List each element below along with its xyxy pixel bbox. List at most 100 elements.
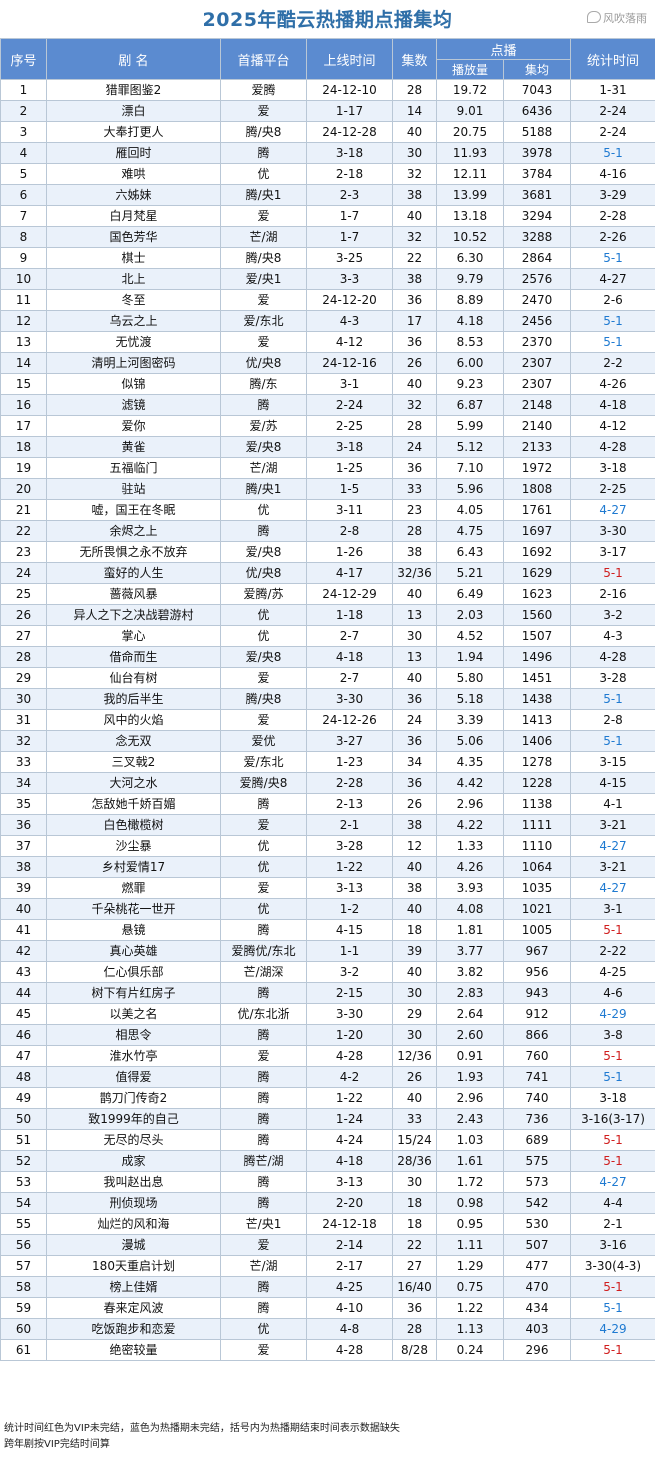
cell-date: 3-13: [306, 1171, 393, 1193]
cell-avg: 3294: [502, 205, 572, 227]
cell-name: 雁回时: [46, 142, 221, 164]
table-row: 9 棋士 腾/央8 3-25 22 6.30 2864 5-1: [0, 247, 655, 269]
cell-avg: 740: [502, 1087, 572, 1109]
cell-name: 白色橄榄树: [46, 814, 221, 836]
cell-total: 9.79: [436, 268, 504, 290]
cell-date: 2-7: [306, 625, 393, 647]
cell-name: 灿烂的风和海: [46, 1213, 221, 1235]
cell-stat: 5-1: [570, 1276, 655, 1298]
cell-total: 2.83: [436, 982, 504, 1004]
table-row: 7 白月梵星爱 1-7 40 13.18 3294 2-28: [0, 205, 655, 227]
cell-date: 2-13: [306, 793, 393, 815]
cell-date: 1-20: [306, 1024, 393, 1046]
cell-date: 3-2: [306, 961, 393, 983]
cell-total: 2.64: [436, 1003, 504, 1025]
cell-date: 1-25: [306, 457, 393, 479]
cell-stat: 5-1: [570, 1066, 655, 1088]
cell-name: 千朵桃花一世开: [46, 898, 221, 920]
cell-name: 相思令: [46, 1024, 221, 1046]
cell-platform: 芒/湖深: [220, 961, 307, 983]
table-row: 53 我叫赵出息腾 3-13 30 1.72 573 4-27: [0, 1171, 655, 1193]
cell-date: 1-7: [306, 226, 393, 248]
cell-total: 11.93: [436, 142, 504, 164]
cell-episodes: 36: [392, 772, 437, 794]
cell-rank: 57: [0, 1255, 47, 1277]
cell-avg: 1451: [502, 667, 572, 689]
cell-stat: 5-1: [570, 730, 655, 752]
cell-avg: 1629: [502, 562, 572, 584]
cell-episodes: 38: [392, 814, 437, 836]
cell-rank: 38: [0, 856, 47, 878]
table-row: 18 黄雀 爱/央8 3-18 24 5.12 2133 4-28: [0, 436, 655, 458]
cell-episodes: 16/40: [392, 1276, 437, 1298]
table-row: 1 猎罪图鉴2 爱腾 24-12-10 28 19.72 7043 1-31: [0, 79, 655, 101]
cell-total: 0.98: [436, 1192, 504, 1214]
cell-platform: 腾: [220, 1087, 307, 1109]
cell-stat: 3-30: [570, 520, 655, 542]
cell-name: 无忧渡: [46, 331, 221, 353]
cell-stat: 4-28: [570, 436, 655, 458]
cell-date: 2-1: [306, 814, 393, 836]
cell-rank: 58: [0, 1276, 47, 1298]
cell-rank: 56: [0, 1234, 47, 1256]
cell-name: 异人之下之决战碧游村: [46, 604, 221, 626]
cell-platform: 爱腾/央8: [220, 772, 307, 794]
cell-platform: 优/央8: [220, 352, 307, 374]
cell-name: 悬镜: [46, 919, 221, 941]
cell-avg: 741: [502, 1066, 572, 1088]
table-row: 21 嘘，国王在冬眠优 3-11 23 4.05 1761 4-27: [0, 499, 655, 521]
cell-name: 燃罪: [46, 877, 221, 899]
table-row: 23 无所畏惧之永不放弃 爱/央8 1-26 38 6.43 1692 3-17: [0, 541, 655, 563]
cell-total: 2.43: [436, 1108, 504, 1130]
cell-episodes: 28/36: [392, 1150, 437, 1172]
cell-platform: 腾: [220, 1129, 307, 1151]
cell-episodes: 29: [392, 1003, 437, 1025]
cell-name: 刑侦现场: [46, 1192, 221, 1214]
cell-name: 致1999年的自己: [46, 1108, 221, 1130]
cell-date: 4-24: [306, 1129, 393, 1151]
cell-date: 4-18: [306, 646, 393, 668]
cell-rank: 47: [0, 1045, 47, 1067]
cell-total: 3.82: [436, 961, 504, 983]
cell-total: 4.08: [436, 898, 504, 920]
cell-avg: 573: [502, 1171, 572, 1193]
cell-stat: 5-1: [570, 1045, 655, 1067]
table-body: 1 猎罪图鉴2 爱腾 24-12-10 28 19.72 7043 1-31 2 漂白爱 1-17 1…: [0, 79, 655, 1361]
cell-rank: 55: [0, 1213, 47, 1235]
cell-date: 1-18: [306, 604, 393, 626]
table-row: 43 仁心俱乐部 芒/湖深 3-2 40 3.82 956 4-25: [0, 961, 655, 983]
cell-total: 4.75: [436, 520, 504, 542]
table-row: 37 沙尘暴优 3-28 12 1.33 1110 4-27: [0, 835, 655, 857]
cell-avg: 1021: [502, 898, 572, 920]
cell-name: 风中的火焰: [46, 709, 221, 731]
cell-stat: 5-1: [570, 1129, 655, 1151]
cell-date: 4-12: [306, 331, 393, 353]
cell-date: 2-18: [306, 163, 393, 185]
cell-avg: 1005: [502, 919, 572, 941]
table-row: 14 清明上河图密码 优/央8 24-12-16 26 6.00 2307 2-2: [0, 352, 655, 374]
cell-avg: 943: [502, 982, 572, 1004]
table-row: 57 180天重启计划 芒/湖 2-17 27 1.29 477 3-30(4-3): [0, 1255, 655, 1277]
cell-avg: 477: [502, 1255, 572, 1277]
cell-date: 3-27: [306, 730, 393, 752]
cell-platform: 芒/湖: [220, 1255, 307, 1277]
cell-total: 5.99: [436, 415, 504, 437]
cell-rank: 44: [0, 982, 47, 1004]
cell-episodes: 18: [392, 919, 437, 941]
cell-date: 3-1: [306, 373, 393, 395]
cell-date: 1-24: [306, 1108, 393, 1130]
cell-stat: 4-27: [570, 877, 655, 899]
cell-avg: 1623: [502, 583, 572, 605]
cell-date: 4-17: [306, 562, 393, 584]
cell-stat: 2-26: [570, 226, 655, 248]
cell-stat: 3-1: [570, 898, 655, 920]
cell-episodes: 36: [392, 457, 437, 479]
cell-rank: 22: [0, 520, 47, 542]
cell-avg: 530: [502, 1213, 572, 1235]
cell-rank: 59: [0, 1297, 47, 1319]
cell-total: 4.26: [436, 856, 504, 878]
cell-platform: 爱: [220, 1339, 307, 1361]
cell-total: 1.22: [436, 1297, 504, 1319]
header-stat: 统计时间: [570, 38, 655, 80]
cell-rank: 29: [0, 667, 47, 689]
